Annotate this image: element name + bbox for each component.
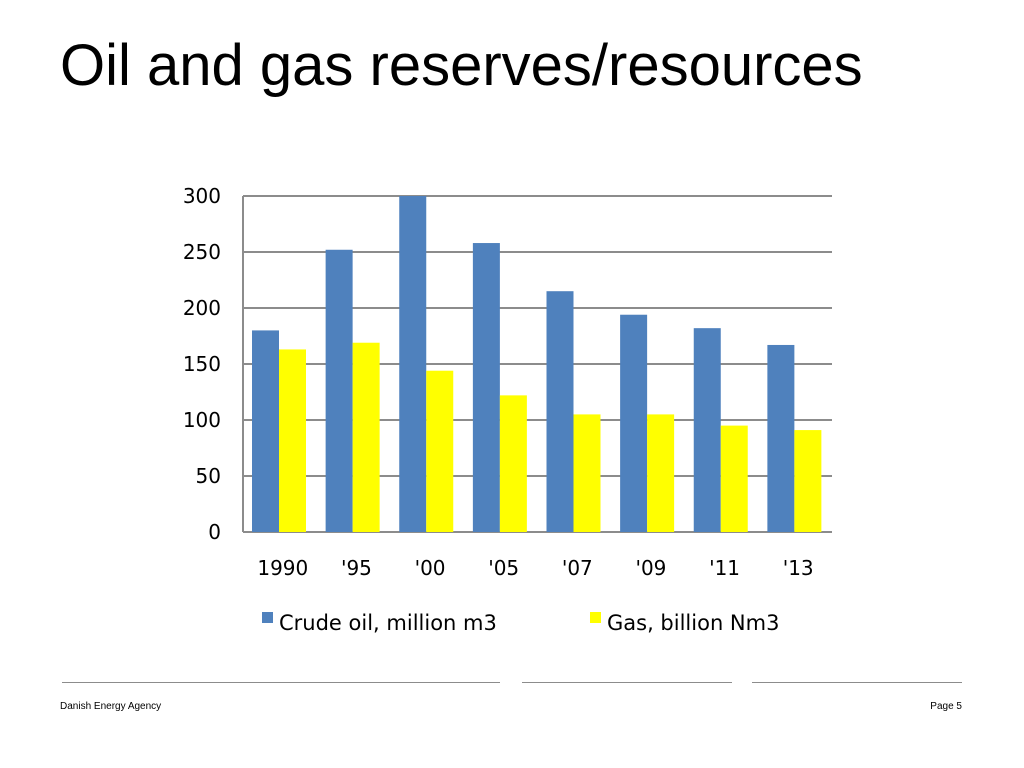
y-tick-label: 300 <box>183 184 221 208</box>
footer-page-number: Page 5 <box>930 701 962 712</box>
bar-gas <box>426 370 454 532</box>
bar-crude-oil <box>399 196 427 532</box>
footer-rule-left <box>62 682 500 683</box>
legend-label: Gas, billion Nm3 <box>607 611 779 635</box>
footer-organization: Danish Energy Agency <box>60 701 162 712</box>
y-tick-label: 200 <box>183 296 221 320</box>
bar-crude-oil <box>252 330 279 532</box>
x-tick-label: '09 <box>635 556 666 580</box>
x-tick-label: '00 <box>415 556 446 580</box>
y-tick-label: 150 <box>183 352 221 376</box>
bar-crude-oil <box>767 344 795 532</box>
bar-crude-oil <box>472 243 500 533</box>
bar-gas <box>647 414 675 532</box>
bars <box>252 196 822 533</box>
x-tick-label: '05 <box>488 556 519 580</box>
y-tick-label: 100 <box>183 408 221 432</box>
bar-gas <box>352 342 380 532</box>
bar-crude-oil <box>693 328 721 532</box>
bar-gas <box>794 430 822 532</box>
bar-crude-oil <box>325 249 353 532</box>
x-tick-label: '07 <box>562 556 593 580</box>
bar-gas <box>279 349 306 532</box>
x-axis-ticks: 1990 '95 '00 '05 '07 '09 '11 '13 <box>257 556 813 580</box>
x-tick-label: '13 <box>783 556 814 580</box>
legend-swatch <box>262 612 273 623</box>
bar-gas <box>499 395 527 532</box>
slide-title: Oil and gas reserves/resources <box>60 33 863 98</box>
y-tick-label: 250 <box>183 240 221 264</box>
bar-gas <box>573 414 601 532</box>
y-axis-ticks: 0 50 100 150 200 250 300 <box>183 184 221 544</box>
y-tick-label: 50 <box>196 464 221 488</box>
y-tick-label: 0 <box>208 520 221 544</box>
footer-rule-middle <box>522 682 732 683</box>
x-tick-label: '11 <box>709 556 740 580</box>
footer-rule-right <box>752 682 962 683</box>
legend: Crude oil, million m3 Gas, billion Nm3 <box>262 611 779 635</box>
bar-crude-oil <box>620 314 648 532</box>
x-tick-label: '95 <box>341 556 372 580</box>
legend-swatch <box>590 612 601 623</box>
x-tick-label: 1990 <box>257 556 308 580</box>
bar-crude-oil <box>546 291 574 532</box>
bar-gas <box>720 425 748 532</box>
legend-label: Crude oil, million m3 <box>279 611 497 635</box>
